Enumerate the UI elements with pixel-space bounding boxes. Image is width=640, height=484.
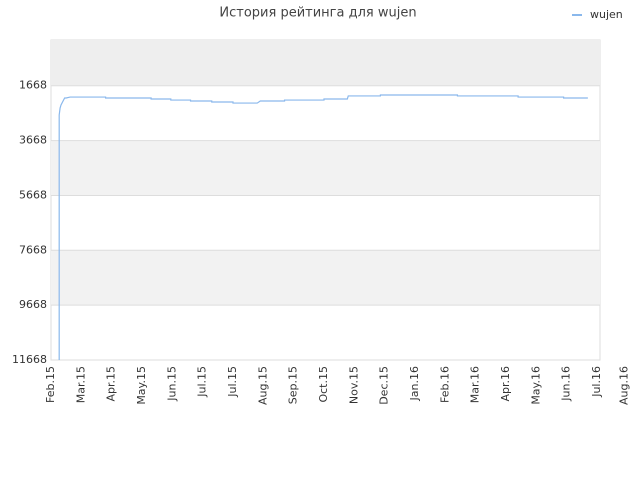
x-tick-label: Mar.15 <box>74 366 87 403</box>
y-tick-label: 5668 <box>19 188 47 201</box>
x-tick-label: Mar.16 <box>469 366 482 403</box>
x-tick-label: May.15 <box>135 366 148 405</box>
x-tick-label: Nov.15 <box>347 366 360 404</box>
x-tick-label: Aug.16 <box>617 366 630 405</box>
grid-band <box>51 40 600 86</box>
legend-label: wujen <box>590 8 623 21</box>
y-tick-label: 11668 <box>12 353 47 366</box>
x-tick-label: Jul.16 <box>590 366 603 398</box>
x-tick-label: Dec.15 <box>378 366 391 405</box>
x-tick-label: Jan.16 <box>408 366 421 401</box>
y-tick-label: 1668 <box>19 79 47 92</box>
y-tick-label: 3668 <box>19 134 47 147</box>
y-tick-label: 7668 <box>19 243 47 256</box>
y-tick-label: 9668 <box>19 298 47 311</box>
x-tick-label: Apr.16 <box>499 366 512 402</box>
grid-band <box>51 250 600 306</box>
x-tick-label: Jun.16 <box>560 366 573 402</box>
x-tick-label: Jun.15 <box>165 366 178 402</box>
x-tick-label: May.16 <box>529 366 542 405</box>
x-tick-label: Oct.15 <box>317 366 330 403</box>
chart-title: История рейтинга для wujen <box>219 6 416 21</box>
x-tick-label: Apr.15 <box>105 366 118 402</box>
x-tick-label: Feb.15 <box>44 366 57 403</box>
x-tick-label: Jul.15 <box>196 366 209 398</box>
plot-area <box>50 39 601 361</box>
x-tick-label: Sep.15 <box>287 366 300 404</box>
x-tick-label: Aug.15 <box>256 366 269 405</box>
grid-band <box>51 140 600 196</box>
x-tick-label: Feb.16 <box>438 366 451 403</box>
x-tick-label: Jul.15 <box>226 366 239 398</box>
data-line <box>58 94 588 360</box>
